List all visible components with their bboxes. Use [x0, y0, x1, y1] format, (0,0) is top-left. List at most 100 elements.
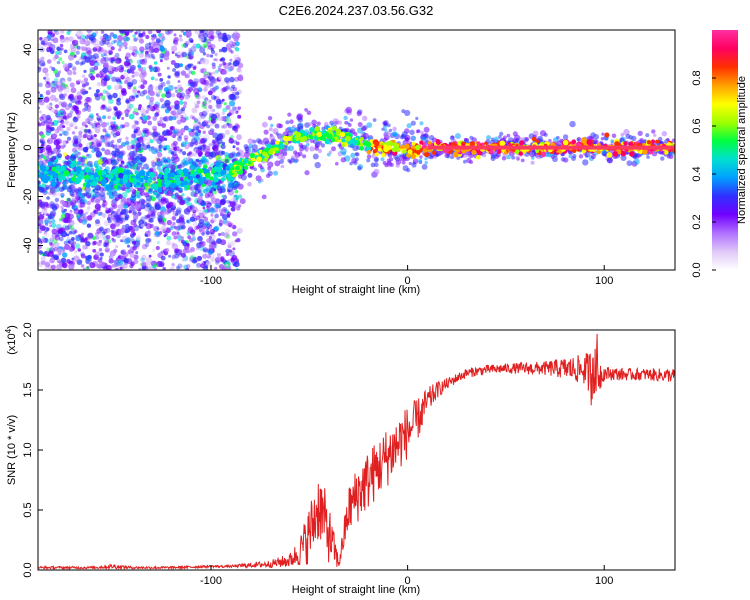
heatmap-speckle [229, 76, 235, 83]
heatmap-halo [177, 165, 181, 169]
heatmap-halo [40, 203, 46, 209]
heatmap-speckle [61, 208, 66, 213]
heatmap-speckle [225, 252, 230, 257]
heatmap-speckle [149, 139, 154, 144]
heatmap-speckle [46, 46, 52, 53]
heatmap-speckle [186, 218, 192, 224]
heatmap-ridge [164, 179, 169, 184]
heatmap-speckle [145, 34, 150, 40]
heatmap-ridge [101, 178, 107, 185]
heatmap-halo [148, 147, 153, 152]
heatmap-speckle [121, 90, 127, 96]
heatmap-speckle [84, 124, 88, 128]
heatmap-ridge [123, 174, 128, 180]
heatmap-speckle [147, 120, 153, 126]
heatmap-halo [305, 142, 310, 147]
heatmap-ridge [331, 125, 337, 131]
heatmap-speckle [201, 104, 205, 108]
heatmap-ridge [604, 132, 610, 138]
heatmap-halo [178, 216, 185, 223]
heatmap-halo [423, 126, 430, 133]
heatmap-speckle [121, 117, 125, 120]
heatmap-speckle [236, 206, 241, 211]
heatmap-speckle [100, 30, 105, 34]
heatmap-speckle [51, 80, 55, 84]
heatmap-halo [270, 138, 277, 145]
heatmap-halo [415, 129, 420, 134]
heatmap-halo [370, 171, 378, 178]
heatmap-speckle [184, 138, 188, 142]
heatmap-speckle [93, 61, 100, 67]
heatmap-halo [158, 160, 164, 166]
heatmap-ridge [424, 151, 430, 158]
heatmap-speckle [207, 30, 214, 37]
heatmap-halo [73, 142, 77, 146]
heatmap-speckle [125, 58, 130, 63]
heatmap-halo [175, 187, 180, 191]
heatmap-speckle [74, 126, 78, 130]
heatmap-speckle [156, 30, 161, 34]
heatmap-speckle [47, 218, 52, 223]
heatmap-halo [178, 135, 182, 139]
heatmap-halo [140, 156, 147, 163]
heatmap-speckle [213, 225, 220, 232]
heatmap-speckle [126, 198, 131, 202]
heatmap-speckle [165, 92, 172, 99]
heatmap-halo [380, 157, 385, 162]
heatmap-halo [145, 195, 153, 202]
heatmap-ridge [612, 151, 619, 157]
heatmap-speckle [160, 206, 166, 213]
heatmap-speckle [140, 216, 146, 222]
heatmap-halo [267, 116, 273, 121]
heatmap-speckle [160, 120, 164, 124]
heatmap-halo [179, 148, 183, 153]
heatmap-speckle [145, 47, 149, 51]
heatmap-halo [167, 163, 172, 169]
heatmap-speckle [72, 71, 77, 75]
heatmap-speckle [120, 249, 127, 256]
heatmap-speckle [59, 199, 65, 205]
heatmap-speckle [104, 247, 111, 253]
heatmap-speckle [77, 94, 83, 101]
heatmap-speckle [46, 81, 49, 84]
heatmap-speckle [45, 267, 51, 270]
heatmap-speckle [238, 194, 243, 199]
heatmap-ridge [144, 176, 149, 181]
heatmap-ridge [230, 166, 235, 171]
heatmap-speckle [198, 111, 204, 117]
heatmap-speckle [148, 100, 154, 106]
heatmap-speckle [124, 140, 130, 145]
heatmap-speckle [57, 110, 64, 117]
heatmap-speckle [125, 223, 130, 228]
heatmap-speckle [198, 121, 202, 126]
heatmap-halo [418, 158, 423, 163]
heatmap-halo [168, 149, 172, 154]
heatmap-halo [277, 134, 284, 140]
heatmap-halo [540, 138, 544, 142]
heatmap-halo [177, 195, 183, 201]
heatmap-ridge [411, 141, 416, 146]
heatmap-speckle [116, 65, 122, 71]
heatmap-speckle [238, 69, 243, 74]
heatmap-halo [101, 203, 106, 208]
heatmap-speckle [140, 223, 145, 228]
heatmap-halo [582, 159, 589, 166]
heatmap-speckle [225, 233, 231, 239]
heatmap-halo [666, 137, 670, 142]
heatmap-speckle [181, 43, 186, 48]
heatmap-speckle [44, 261, 51, 268]
heatmap-ridge [163, 172, 168, 177]
heatmap-speckle [161, 123, 167, 128]
heatmap-speckle [73, 105, 78, 111]
heatmap-halo [210, 118, 217, 124]
heatmap-speckle [71, 107, 75, 111]
heatmap-speckle [84, 90, 89, 95]
heatmap-speckle [70, 47, 77, 53]
heatmap-halo [258, 163, 263, 168]
heatmap-speckle [112, 128, 116, 132]
heatmap-halo [310, 139, 315, 144]
heatmap-speckle [173, 33, 177, 37]
heatmap-speckle [43, 120, 47, 124]
heatmap-halo [456, 155, 461, 160]
heatmap-speckle [136, 59, 142, 65]
